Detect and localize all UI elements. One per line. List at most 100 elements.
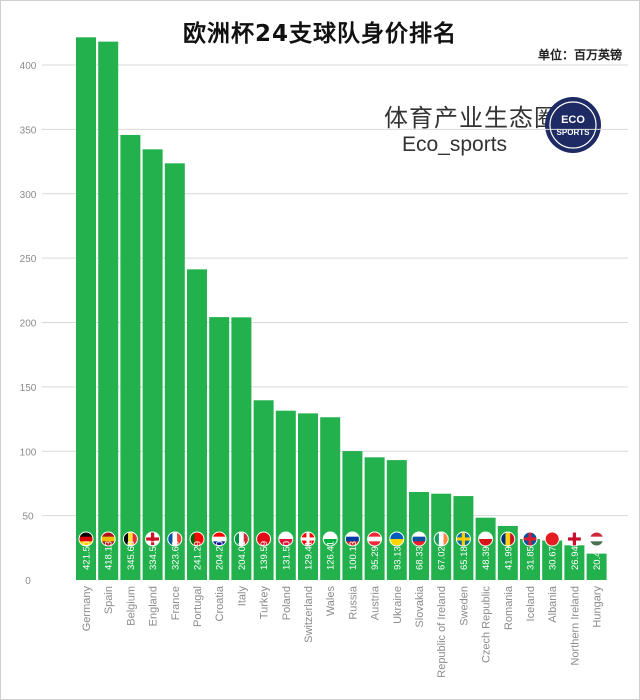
bar-value-label: 126.41 xyxy=(326,541,337,570)
x-category-label: Sweden xyxy=(458,586,470,626)
flag-ring xyxy=(322,531,338,547)
flag-ring xyxy=(566,531,582,547)
flag-ring xyxy=(278,531,294,547)
bar-value-label: 129.41 xyxy=(304,541,315,570)
x-category-label: Romania xyxy=(503,585,515,630)
x-category-label: England xyxy=(148,586,160,626)
bar-value-label: 26.94 xyxy=(570,546,581,570)
flag-ring xyxy=(256,531,272,547)
eco-sports-logo: ECO SPORTS xyxy=(545,97,601,153)
bar-value-label: 95.29 xyxy=(370,546,381,570)
x-category-label: Poland xyxy=(281,586,293,620)
bar xyxy=(520,538,540,580)
flag-icon xyxy=(123,532,138,546)
x-category-label: Wales xyxy=(325,586,337,617)
flag-icon xyxy=(478,532,493,546)
x-category-label: Spain xyxy=(103,586,115,614)
flag-icon xyxy=(389,532,404,546)
flag-icon xyxy=(256,532,271,546)
flag-ring xyxy=(544,531,560,547)
flag-icon xyxy=(345,532,360,546)
svg-text:SPORTS: SPORTS xyxy=(557,128,591,137)
flag-icon xyxy=(278,532,293,546)
bar xyxy=(231,317,252,580)
bar xyxy=(564,545,585,580)
brand-name-en: Eco_sports xyxy=(402,133,508,156)
x-category-label: Northern Ireland xyxy=(569,586,581,666)
bar-value-label: 421.50 xyxy=(82,541,93,570)
flag-ring xyxy=(189,531,205,547)
flag-ring xyxy=(211,531,227,547)
bar xyxy=(542,540,563,580)
x-category-label: Ukraine xyxy=(392,586,404,624)
unit-label: 单位：百万英镑 xyxy=(537,48,622,62)
x-category-label: France xyxy=(170,586,182,620)
bar-value-label: 48.39 xyxy=(481,546,492,570)
x-category-label: Switzerland xyxy=(303,586,315,643)
flag-icon xyxy=(301,532,315,546)
bar-value-label: 418.13 xyxy=(104,541,115,570)
y-tick-label: 200 xyxy=(20,319,37,330)
y-tick-label: 50 xyxy=(22,512,34,523)
flag-ring xyxy=(500,531,516,547)
x-category-label: Austria xyxy=(370,585,382,620)
flag-icon xyxy=(101,532,116,546)
y-tick-label: 300 xyxy=(20,190,37,201)
bar xyxy=(364,457,385,580)
x-category-label: Belgium xyxy=(125,586,137,626)
y-tick-label: 100 xyxy=(20,447,37,458)
bar xyxy=(164,163,185,581)
flag-icon xyxy=(323,532,338,546)
bar xyxy=(386,460,407,580)
bar-value-label: 20.49 xyxy=(592,546,603,570)
bar-value-label: 100.13 xyxy=(348,541,359,570)
flag-ring xyxy=(411,531,427,547)
bar xyxy=(76,37,96,581)
bar xyxy=(142,149,163,581)
bar xyxy=(187,269,207,580)
bar-value-label: 131.50 xyxy=(281,541,292,570)
flag-icon xyxy=(145,532,160,546)
flag-icon xyxy=(167,532,182,546)
x-category-label: Croatia xyxy=(214,585,226,621)
bar-value-label: 30.67 xyxy=(548,546,559,570)
bar-value-label: 345.68 xyxy=(126,541,137,570)
chart-title: 欧洲杯24支球队身价排名 xyxy=(182,21,457,47)
flag-icon xyxy=(190,532,204,546)
bar-value-label: 204.01 xyxy=(237,541,248,570)
x-category-label: Russia xyxy=(347,585,359,620)
x-category-label: Portugal xyxy=(192,586,204,627)
bar xyxy=(98,41,119,581)
brand-name-cn: 体育产业生态圈 xyxy=(384,104,559,132)
x-category-label: Albania xyxy=(547,585,559,623)
x-category-label: Republic of Ireland xyxy=(436,586,448,678)
bar-value-label: 67.02 xyxy=(437,546,448,570)
flag-icon xyxy=(367,532,382,546)
flag-icon xyxy=(523,532,537,546)
flag-ring xyxy=(522,531,538,547)
flag-icon xyxy=(500,532,515,546)
bar-value-label: 323.63 xyxy=(170,541,181,570)
y-tick-label: 400 xyxy=(20,61,37,72)
flag-ring xyxy=(122,531,138,547)
bar-value-label: 241.29 xyxy=(193,541,204,570)
bar xyxy=(209,317,230,580)
x-category-label: Italy xyxy=(236,586,248,607)
flag-ring xyxy=(389,531,405,547)
bar xyxy=(586,553,607,580)
flag-icon xyxy=(212,532,227,546)
bar-value-label: 41.99 xyxy=(503,546,514,570)
x-category-label: Slovakia xyxy=(414,585,426,627)
flag-ring xyxy=(367,531,383,547)
bar xyxy=(475,517,496,580)
y-tick-label: 150 xyxy=(20,383,37,394)
bar-value-label: 65.18 xyxy=(459,546,470,570)
x-category-label: Turkey xyxy=(259,586,271,620)
bar-value-label: 139.59 xyxy=(259,541,270,570)
logo-text: ECO xyxy=(561,114,585,126)
flag-ring xyxy=(78,531,94,547)
flag-ring xyxy=(589,531,605,547)
bar-value-label: 204.20 xyxy=(215,541,226,570)
flag-ring xyxy=(233,531,249,547)
